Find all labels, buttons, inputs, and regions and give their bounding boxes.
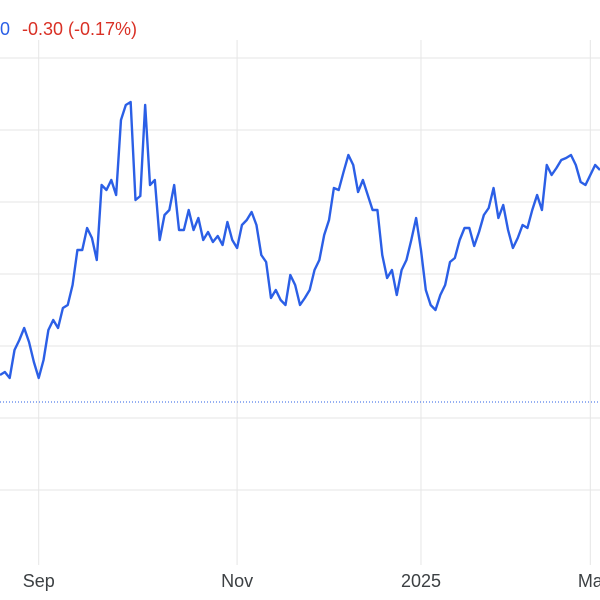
change: -0.30 (-0.17%) [22, 19, 137, 39]
x-tick-label: 2025 [401, 571, 441, 591]
x-tick-label: Nov [221, 571, 253, 591]
price-line [0, 100, 600, 380]
x-tick-label: Ma [578, 571, 600, 591]
price: 0 [0, 19, 10, 39]
x-tick-label: Sep [23, 571, 55, 591]
